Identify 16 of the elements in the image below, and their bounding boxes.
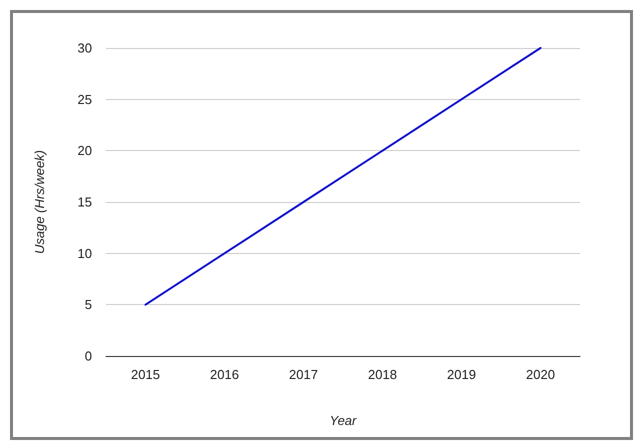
- x-tick-label: 2015: [131, 367, 160, 382]
- y-tick-label: 5: [84, 297, 92, 312]
- x-tick-label: 2018: [368, 367, 397, 382]
- y-tick-label: 25: [78, 92, 92, 107]
- x-tick-label: 2020: [526, 367, 555, 382]
- y-tick-label: 30: [78, 40, 92, 56]
- y-tick-label: 15: [78, 194, 92, 210]
- x-tick-label: 2019: [447, 367, 476, 382]
- x-axis-title: Year: [330, 413, 358, 428]
- y-axis-title: Usage (Hrs/week): [32, 150, 47, 254]
- x-tick-label: 2017: [289, 367, 318, 382]
- y-tick-label: 0: [84, 348, 92, 364]
- x-tick-label: 2016: [210, 367, 239, 382]
- line-series: [144, 47, 542, 306]
- y-tick-label: 20: [78, 143, 92, 158]
- y-tick-label: 10: [78, 246, 92, 261]
